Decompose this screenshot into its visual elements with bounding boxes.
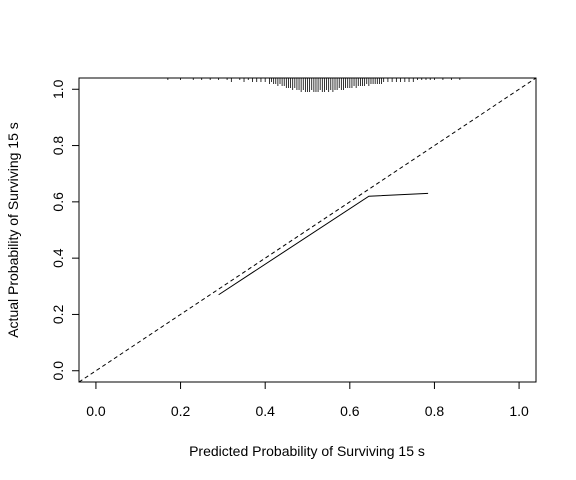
rug-layer [167, 78, 461, 92]
y-tick-label: 0.2 [50, 305, 66, 325]
y-tick-label: 0.0 [50, 361, 66, 381]
x-tick-label: 0.4 [255, 403, 275, 419]
y-tick-label: 0.8 [50, 136, 66, 156]
x-tick-label: 0.0 [86, 403, 106, 419]
x-tick-label: 0.2 [171, 403, 191, 419]
x-tick-label: 0.6 [340, 403, 360, 419]
y-tick-label: 1.0 [50, 79, 66, 99]
x-axis-label: Predicted Probability of Surviving 15 s [189, 443, 425, 459]
y-tick-label: 0.6 [50, 192, 66, 212]
calibration-curve [218, 192, 429, 296]
x-tick-label: 1.0 [509, 403, 529, 419]
x-tick-label: 0.8 [425, 403, 445, 419]
y-axis-label: Actual Probability of Surviving 15 s [5, 122, 21, 338]
x-axis: 0.0 0.2 0.4 0.6 0.8 1.0 [86, 381, 529, 419]
y-axis: 0.0 0.2 0.4 0.6 0.8 1.0 [50, 79, 80, 381]
series-layer [78, 77, 537, 383]
y-tick-label: 0.4 [50, 248, 66, 268]
ideal-reference-line [78, 77, 537, 383]
